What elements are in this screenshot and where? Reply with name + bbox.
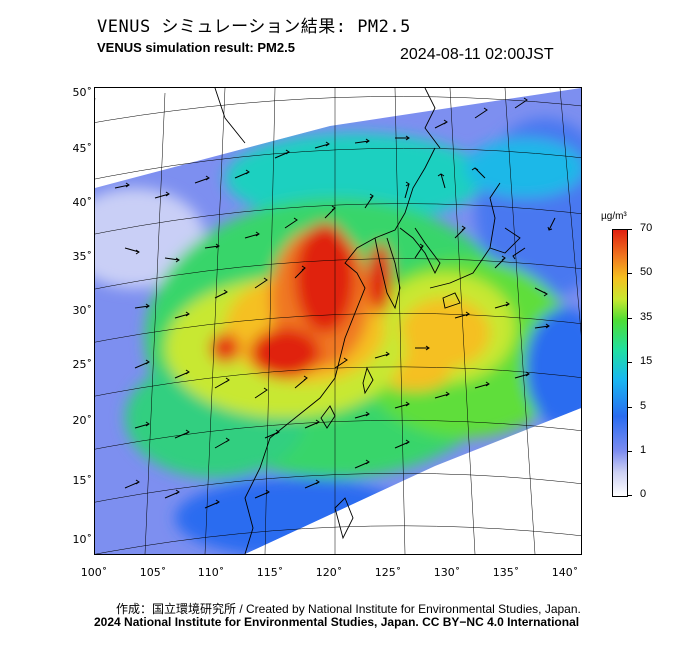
- lat-label-40: 40˚: [72, 196, 93, 209]
- colorbar-tick-mark: [627, 362, 632, 363]
- credit-line-creator: 作成：国立環境研究所 / Created by National Institu…: [116, 602, 581, 616]
- colorbar-unit: µg/m³: [601, 211, 627, 222]
- lat-label-20: 20˚: [72, 414, 93, 427]
- title-japanese: VENUS シミュレーション結果: PM2.5: [97, 17, 411, 37]
- lat-label-50: 50˚: [72, 86, 93, 99]
- colorbar-tick-0: 0: [640, 488, 647, 500]
- lon-label-135: 135˚: [492, 566, 520, 579]
- colorbar-tick-15: 15: [640, 355, 653, 367]
- map-canvas: [95, 88, 581, 554]
- lat-label-45: 45˚: [72, 142, 93, 155]
- lon-label-130: 130˚: [433, 566, 461, 579]
- lon-label-110: 110˚: [197, 566, 225, 579]
- credit-line-license: 2024 National Institute for Environmenta…: [94, 615, 580, 629]
- wind-vectors: [114, 97, 556, 509]
- colorbar-tick-mark: [627, 229, 632, 230]
- colorbar-tick-70: 70: [640, 222, 653, 234]
- lon-label-105: 105˚: [139, 566, 167, 579]
- lon-label-120: 120˚: [315, 566, 343, 579]
- colorbar-tick-mark: [627, 273, 632, 274]
- lon-label-115: 115˚: [256, 566, 284, 579]
- lon-label-140: 140˚: [551, 566, 579, 579]
- lon-label-125: 125˚: [374, 566, 402, 579]
- colorbar-tick-mark: [627, 407, 632, 408]
- coastlines: [214, 88, 521, 554]
- lat-label-10: 10˚: [72, 533, 93, 546]
- title-english: VENUS simulation result: PM2.5: [97, 40, 295, 55]
- lon-label-100: 100˚: [80, 566, 108, 579]
- colorbar-tick-1: 1: [640, 444, 647, 456]
- pm25-map: [94, 87, 582, 555]
- colorbar: [612, 229, 628, 497]
- lat-label-30: 30˚: [72, 304, 93, 317]
- lat-label-15: 15˚: [72, 474, 93, 487]
- lat-label-35: 35˚: [72, 250, 93, 263]
- colorbar-tick-mark: [627, 495, 632, 496]
- colorbar-tick-mark: [627, 318, 632, 319]
- colorbar-tick-5: 5: [640, 400, 647, 412]
- lat-label-25: 25˚: [72, 358, 93, 371]
- pm25-concentration-field: [95, 88, 581, 554]
- graticule: [95, 88, 581, 554]
- colorbar-tick-50: 50: [640, 266, 653, 278]
- colorbar-tick-35: 35: [640, 311, 653, 323]
- colorbar-tick-mark: [627, 451, 632, 452]
- forecast-timestamp: 2024-08-11 02:00JST: [400, 46, 554, 63]
